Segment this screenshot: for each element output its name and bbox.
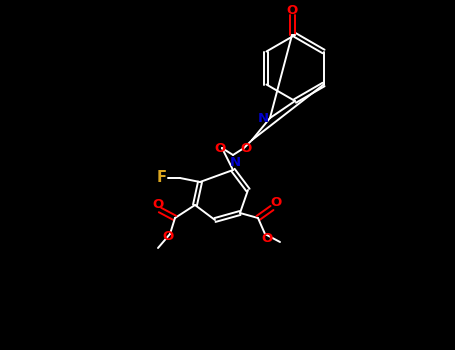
Text: N: N — [229, 156, 241, 169]
Text: O: O — [240, 142, 252, 155]
Text: N: N — [258, 112, 268, 125]
Text: O: O — [270, 196, 282, 210]
Text: O: O — [152, 198, 164, 211]
Text: F: F — [157, 170, 167, 186]
Text: O: O — [286, 5, 298, 18]
Text: O: O — [261, 231, 273, 245]
Text: O: O — [214, 142, 226, 155]
Text: O: O — [162, 230, 174, 243]
